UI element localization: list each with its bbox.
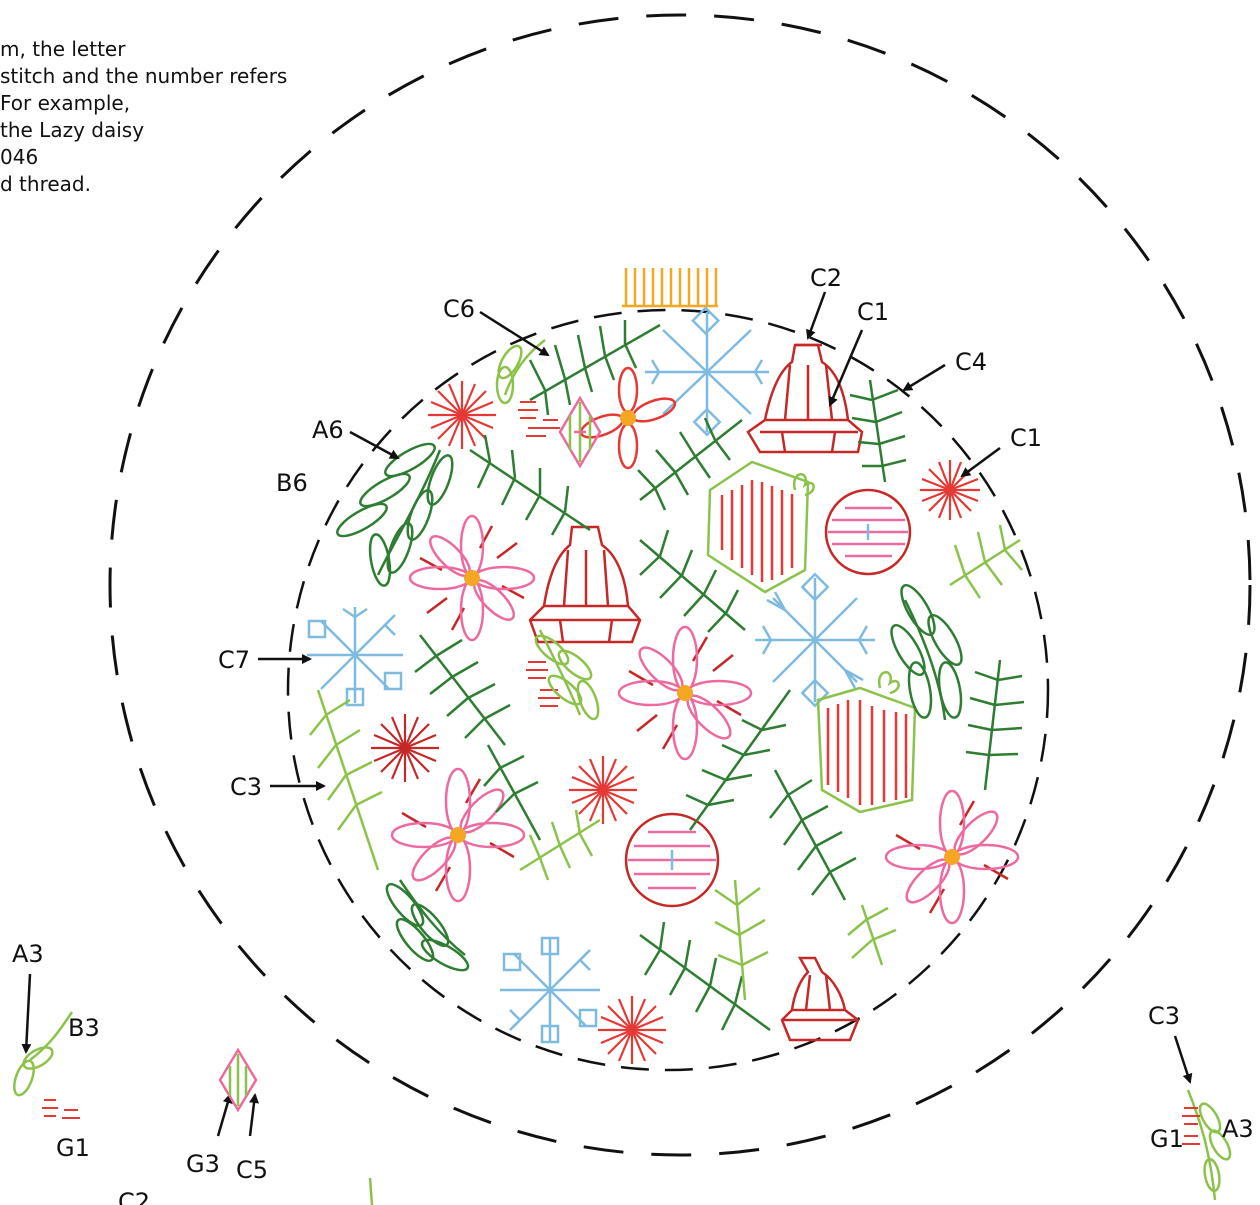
light-sprig-motif <box>534 629 600 721</box>
pine-branch-motif <box>849 379 907 483</box>
pine-branch-motif <box>639 921 771 1032</box>
arrow-c5 <box>248 1093 259 1137</box>
sample-berries-right <box>1182 1107 1200 1145</box>
partial-stem-bottom <box>368 1177 374 1205</box>
bell-motif <box>528 525 642 644</box>
arrow-c3-right <box>1173 1035 1193 1084</box>
sample-berries-left <box>42 1099 80 1119</box>
snowflake-motif <box>755 572 875 708</box>
arrow-c6 <box>479 310 550 357</box>
arrow-c4 <box>902 363 946 392</box>
flower-motif <box>579 366 677 470</box>
instructions-text: m, the letter stitch and the number refe… <box>0 36 360 198</box>
poinsettia-motif <box>390 767 526 903</box>
snowflake-motif <box>645 306 769 437</box>
instructions-line: d thread. <box>0 172 91 196</box>
sample-sprig-right <box>1186 1089 1232 1201</box>
light-sprig-motif <box>495 339 546 405</box>
label-c2-top: C2 <box>810 264 842 292</box>
round-ornament-motif <box>824 488 912 576</box>
leaf-sprig-motif <box>890 583 963 721</box>
arrow-c1-right <box>960 446 1001 478</box>
round-ornament-motif <box>624 812 720 908</box>
pine-branch-motif <box>685 689 792 831</box>
instructions-line: 046 <box>0 145 39 169</box>
bell-motif <box>780 956 860 1042</box>
instructions-line: stitch and the number refers <box>0 64 288 88</box>
pine-branch-motif <box>483 744 542 841</box>
arrow-g3 <box>216 1093 233 1137</box>
label-c7: C7 <box>218 646 250 674</box>
label-c6: C6 <box>443 295 475 323</box>
leaf-sprig-motif <box>336 442 454 587</box>
diamond-ornament-motif <box>558 395 602 469</box>
light-branch-motif <box>949 524 1023 599</box>
label-b3-left: B3 <box>68 1014 100 1042</box>
label-c3-right: C3 <box>1148 1002 1180 1030</box>
instructions-line: For example, <box>0 91 131 115</box>
ornament-cap <box>622 268 718 308</box>
sample-diamond <box>218 1047 258 1113</box>
snowflake-motif <box>500 936 600 1044</box>
starburst-motif <box>598 996 666 1064</box>
label-c1-right: C1 <box>1010 424 1042 452</box>
ornament-outline <box>286 308 1050 1072</box>
outer-hoop-outline <box>108 13 1252 1157</box>
label-a3-right: A3 <box>1222 1115 1254 1143</box>
label-c2-bottom: C2 <box>118 1188 150 1205</box>
pine-branch-motif <box>469 434 591 536</box>
arrow-a6 <box>349 430 400 460</box>
berry-cluster-motif <box>526 661 560 707</box>
starburst-motif <box>371 714 439 782</box>
label-a3-left: A3 <box>12 940 44 968</box>
label-g3: G3 <box>186 1150 220 1178</box>
label-b6: B6 <box>276 469 308 497</box>
arrow-c2-top <box>806 291 827 340</box>
label-g1-left: G1 <box>56 1134 90 1162</box>
pine-branch-motif <box>528 320 661 416</box>
arrow-c1-top <box>828 329 864 407</box>
instructions-line: the Lazy daisy <box>0 118 145 142</box>
pine-branch-motif <box>414 634 511 746</box>
label-c5: C5 <box>236 1156 268 1184</box>
label-a6: A6 <box>312 416 344 444</box>
pine-branch-motif <box>965 659 1025 791</box>
pine-branch-motif <box>769 769 857 901</box>
pine-branch-motif <box>639 529 746 633</box>
berry-cluster-motif <box>518 401 560 437</box>
starburst-motif <box>569 756 637 824</box>
gift-motif <box>816 671 917 814</box>
leaf-sprig-motif <box>385 879 470 972</box>
snowflake-motif <box>307 607 403 707</box>
instructions-line: m, the letter <box>0 37 126 61</box>
pine-branch-motif <box>637 417 743 511</box>
label-g1-right: G1 <box>1150 1125 1184 1153</box>
poinsettia-motif <box>884 789 1020 925</box>
light-branch-motif <box>714 879 769 1001</box>
poinsettia-motif <box>408 514 536 642</box>
bell-motif <box>746 343 864 454</box>
poinsettia-motif <box>617 625 753 761</box>
light-branch-motif <box>519 809 601 881</box>
label-c1-top: C1 <box>857 298 889 326</box>
label-c3-left: C3 <box>230 773 262 801</box>
arrow-a3-left <box>21 973 32 1054</box>
sample-sprig-left <box>13 1011 74 1097</box>
light-branch-motif <box>847 904 897 966</box>
label-c4: C4 <box>955 348 987 376</box>
starburst-motif <box>428 381 496 449</box>
gift-motif <box>706 460 815 594</box>
light-branch-motif <box>309 689 383 871</box>
